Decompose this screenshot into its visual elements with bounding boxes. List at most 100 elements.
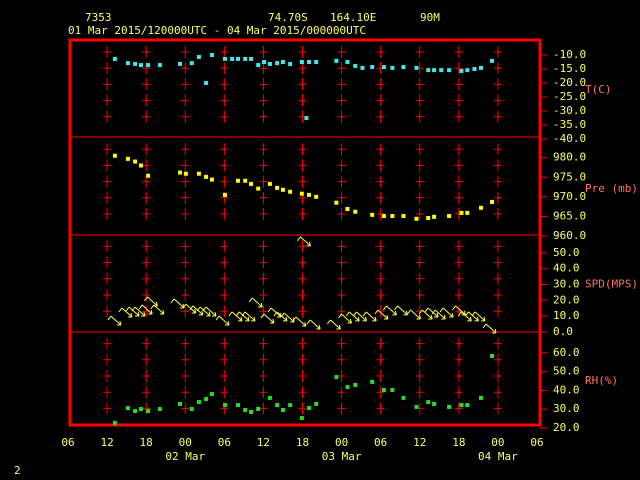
data-point [236,403,241,408]
y-tick-label: 970.0 [553,190,586,203]
data-point [138,163,143,168]
grid-cross [493,305,502,318]
grid-cross [298,256,307,269]
grid-cross [142,337,151,350]
longitude: 164.10E [330,11,376,24]
grid-cross [259,370,268,382]
data-point [459,210,464,215]
wind-barb [202,306,217,317]
grid-cross [415,94,424,107]
grid-cross [415,110,424,123]
data-point [280,407,285,412]
grid-cross [454,353,463,366]
grid-cross [220,62,229,75]
grid-cross [493,272,502,285]
wind-barb [362,311,377,322]
data-point [447,214,452,219]
data-point [353,63,358,68]
data-point [426,68,431,73]
grid-cross [415,208,424,220]
data-point [196,400,201,405]
panel-label: SPD(MPS) [585,278,638,291]
grid-cross [376,256,385,269]
grid-cross [376,370,385,382]
data-point [204,174,209,179]
data-point [490,199,495,204]
grid-cross [181,386,190,399]
data-point [288,61,293,66]
data-point [299,416,304,421]
grid-cross [181,175,190,188]
y-tick-label: 50.0 [553,246,580,259]
y-tick-label: 0.0 [553,325,573,338]
data-point [432,214,437,219]
grid-cross [181,62,190,75]
grid-cross [337,94,346,107]
data-point [459,68,464,73]
data-point [414,216,419,221]
grid-cross [493,191,502,204]
grid-cross [376,110,385,123]
grid-cross [142,370,151,382]
grid-cross [259,143,268,156]
grid-cross [259,272,268,285]
data-point [439,68,444,73]
y-tick-label: -30.0 [553,104,586,117]
y-tick-label: 30.0 [553,278,580,291]
chart-title: 01 Mar 2015/120000UTC - 04 Mar 2015/0000… [68,24,366,37]
grid-cross [103,175,112,188]
grid-cross [493,240,502,253]
grid-cross [181,94,190,107]
grid-cross [337,78,346,91]
grid-cross [181,256,190,269]
wind-barb [125,306,140,317]
data-point [401,214,406,219]
wind-barb [241,311,256,322]
wind-barb [107,315,122,326]
grid-cross [181,353,190,366]
data-point [478,65,483,70]
grid-cross [142,78,151,91]
grid-cross [493,94,502,107]
grid-cross [220,256,229,269]
grid-cross [103,337,112,350]
grid-cross [337,370,346,382]
grid-cross [220,272,229,285]
data-point [465,68,470,73]
grid-cross [259,240,268,253]
grid-cross [103,208,112,220]
data-point [138,63,143,68]
grid-cross [181,337,190,350]
grid-cross [376,240,385,253]
y-tick-label: 965.0 [553,209,586,222]
data-point [256,63,261,68]
data-point [125,406,130,411]
data-point [243,56,248,61]
x-tick-label: 18 [296,436,309,449]
grid-cross [337,353,346,366]
grid-cross [337,386,346,399]
grid-cross [376,272,385,285]
grid-cross [493,143,502,156]
grid-cross [259,208,268,220]
grid-cross [376,94,385,107]
station-id: 7353 [85,11,112,24]
data-point [478,205,483,210]
grid-cross [337,143,346,156]
grid-cross [376,289,385,301]
data-point [178,61,183,66]
data-point [307,192,312,197]
data-point [381,388,386,393]
data-point [426,215,431,220]
latitude: 74.70S [268,11,308,24]
grid-cross [181,143,190,156]
grid-cross [142,110,151,123]
grid-cross [376,208,385,220]
y-tick-label: 10.0 [553,309,580,322]
y-tick-label: 980.0 [553,151,586,164]
data-point [146,173,151,178]
grid-cross [298,272,307,285]
